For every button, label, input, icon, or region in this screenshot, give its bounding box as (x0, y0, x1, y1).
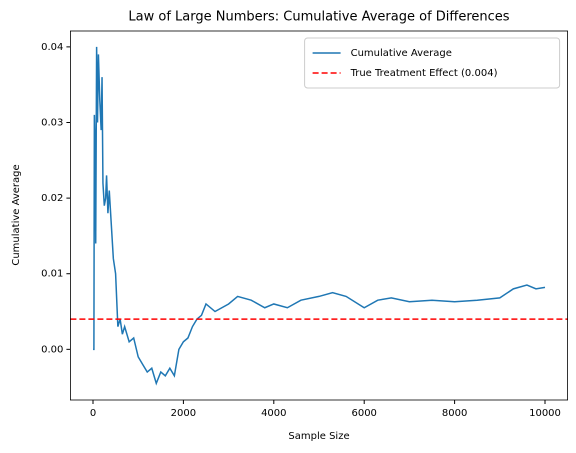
x-tick-label: 0 (90, 408, 96, 419)
x-axis-label: Sample Size (288, 431, 349, 442)
legend-label: Cumulative Average (351, 48, 452, 59)
plot-frame (70, 30, 569, 401)
y-tick-label: 0.04 (41, 42, 63, 53)
y-tick-label: 0.01 (41, 269, 63, 280)
legend-label: True Treatment Effect (0.004) (350, 68, 498, 79)
x-tick-label: 4000 (261, 408, 286, 419)
y-tick-label: 0.03 (41, 117, 63, 128)
y-axis-label: Cumulative Average (11, 164, 22, 265)
x-tick-label: 2000 (171, 408, 196, 419)
y-tick-label: 0.00 (41, 344, 63, 355)
legend-box (304, 37, 561, 89)
y-tick-label: 0.02 (41, 193, 63, 204)
data-line (93, 46, 546, 386)
chart-title: Law of Large Numbers: Cumulative Average… (128, 10, 509, 25)
x-tick-label: 8000 (442, 408, 467, 419)
x-tick-label: 6000 (351, 408, 376, 419)
x-tick-label: 10000 (529, 408, 561, 419)
